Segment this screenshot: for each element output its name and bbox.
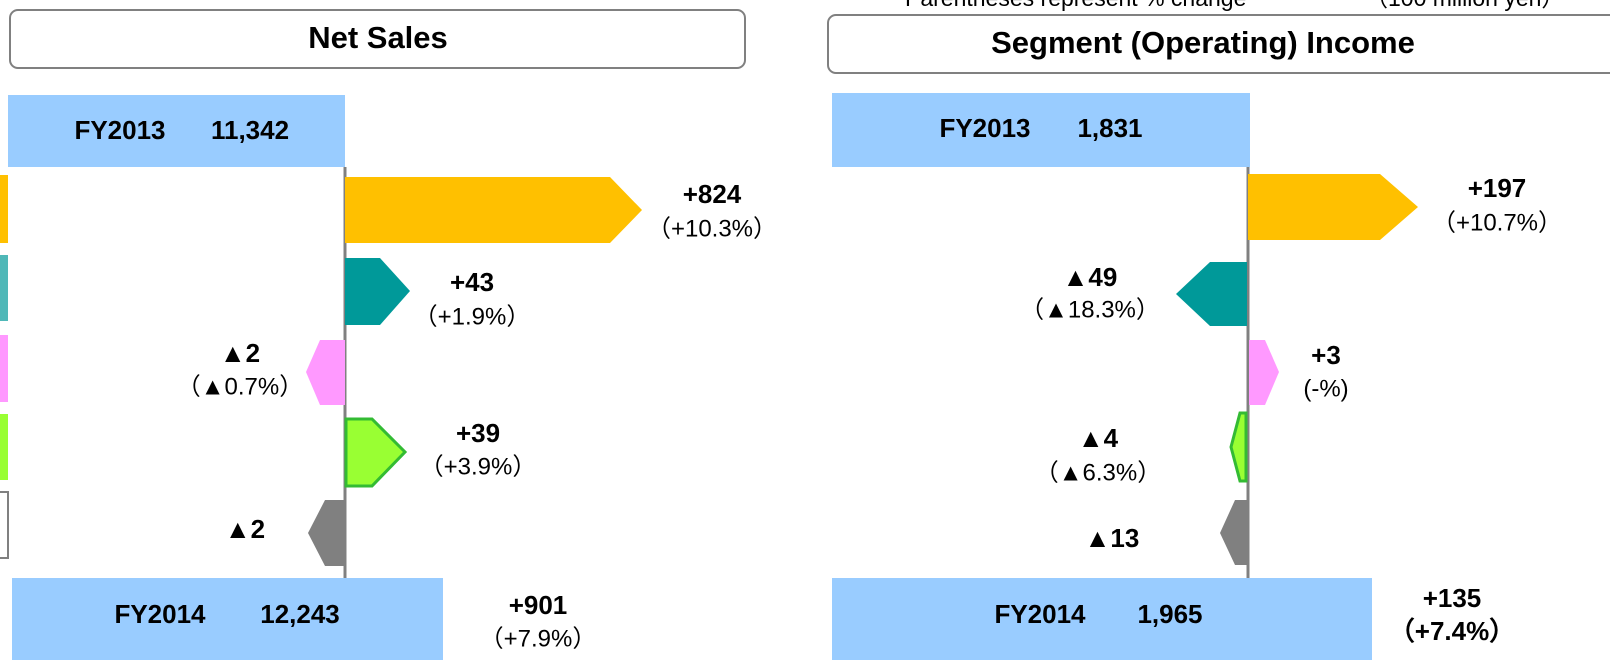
- change-pct: （▲18.3%）: [1020, 296, 1160, 323]
- arrow: [1249, 340, 1279, 405]
- arrow: [1248, 174, 1418, 240]
- change-pct: (-%): [1303, 375, 1348, 402]
- panel-header: [827, 14, 1610, 74]
- change-pct: （▲0.7%）: [177, 373, 303, 400]
- change-value: ▲2: [225, 514, 265, 544]
- change-value: +3: [1311, 340, 1341, 370]
- arrow: [308, 500, 345, 566]
- start-box: [8, 95, 345, 167]
- total-value: +901: [509, 590, 568, 620]
- change-value: ▲4: [1078, 423, 1119, 453]
- legend-swatch: [0, 491, 9, 559]
- change-pct: （+1.9%）: [414, 303, 531, 330]
- change-value: +43: [450, 267, 494, 297]
- end-value: 1,965: [1137, 599, 1202, 629]
- total-value: +135: [1423, 583, 1482, 613]
- change-value: ▲13: [1085, 523, 1140, 553]
- panel-title: Net Sales: [308, 20, 448, 55]
- total-pct: （+7.9%）: [480, 625, 597, 652]
- legend-swatch: [0, 255, 8, 321]
- arrow: [1229, 411, 1248, 483]
- legend-swatch: [0, 335, 8, 402]
- start-value: 1,831: [1077, 113, 1142, 143]
- change-value: +197: [1468, 173, 1527, 203]
- arrow: [1220, 500, 1247, 565]
- legend-swatch: [0, 414, 8, 480]
- start-label: FY2013: [74, 115, 165, 145]
- change-value: ▲2: [220, 338, 260, 368]
- change-value: ▲49: [1063, 262, 1118, 292]
- end-box: [12, 578, 443, 660]
- change-value: +824: [683, 179, 742, 209]
- end-label: FY2014: [994, 599, 1086, 629]
- end-label: FY2014: [114, 599, 206, 629]
- arrow: [345, 177, 642, 243]
- arrow: [306, 340, 345, 405]
- start-value: 11,342: [211, 115, 289, 145]
- end-box: [832, 578, 1372, 660]
- start-label: FY2013: [939, 113, 1030, 143]
- unit: （100 million yen）: [1365, 0, 1564, 11]
- end-value: 12,243: [260, 599, 340, 629]
- panel-header: [9, 9, 746, 69]
- note: Parentheses represent % change: [905, 0, 1246, 11]
- legend-swatch: [0, 175, 8, 243]
- change-pct: （+10.3%）: [647, 215, 777, 242]
- change-pct: （+3.9%）: [420, 453, 537, 480]
- arrow: [345, 258, 410, 325]
- arrow: [344, 417, 408, 488]
- change-pct: （▲6.3%）: [1035, 459, 1161, 486]
- change-pct: （+10.7%）: [1432, 209, 1562, 236]
- start-box: [832, 93, 1250, 167]
- total-pct: （+7.4%）: [1389, 616, 1515, 646]
- arrow: [1176, 262, 1247, 326]
- change-value: +39: [456, 418, 500, 448]
- panel-title: Segment (Operating) Income: [991, 25, 1415, 60]
